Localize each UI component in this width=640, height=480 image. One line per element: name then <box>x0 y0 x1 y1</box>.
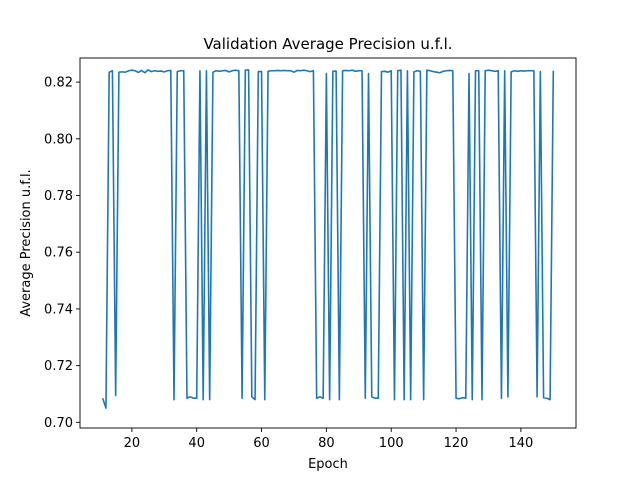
y-axis-ticks: 0.70 0.72 0.74 0.76 0.78 0.80 0.82 <box>44 76 80 431</box>
chart-title: Validation Average Precision u.f.l. <box>203 35 452 53</box>
x-tick-label: 60 <box>253 436 270 451</box>
y-tick-label: 0.76 <box>44 246 73 261</box>
y-tick-label: 0.80 <box>44 132 73 147</box>
x-tick-label: 140 <box>508 436 533 451</box>
x-axis-label: Epoch <box>308 457 348 472</box>
y-tick-label: 0.82 <box>44 76 73 91</box>
y-tick-label: 0.72 <box>44 359 73 374</box>
x-axis-ticks: 20 40 60 80 100 120 140 <box>124 428 533 451</box>
y-tick-label: 0.74 <box>44 302 73 317</box>
x-tick-label: 120 <box>444 436 469 451</box>
x-tick-label: 40 <box>188 436 205 451</box>
series-line <box>101 69 555 409</box>
x-tick-label: 100 <box>379 436 404 451</box>
y-tick-label: 0.70 <box>44 416 73 431</box>
y-tick-label: 0.78 <box>44 189 73 204</box>
y-axis-label: Average Precision u.f.l. <box>19 169 34 317</box>
plot-area-frame <box>79 57 577 429</box>
x-tick-label: 20 <box>124 436 141 451</box>
x-tick-label: 80 <box>318 436 335 451</box>
